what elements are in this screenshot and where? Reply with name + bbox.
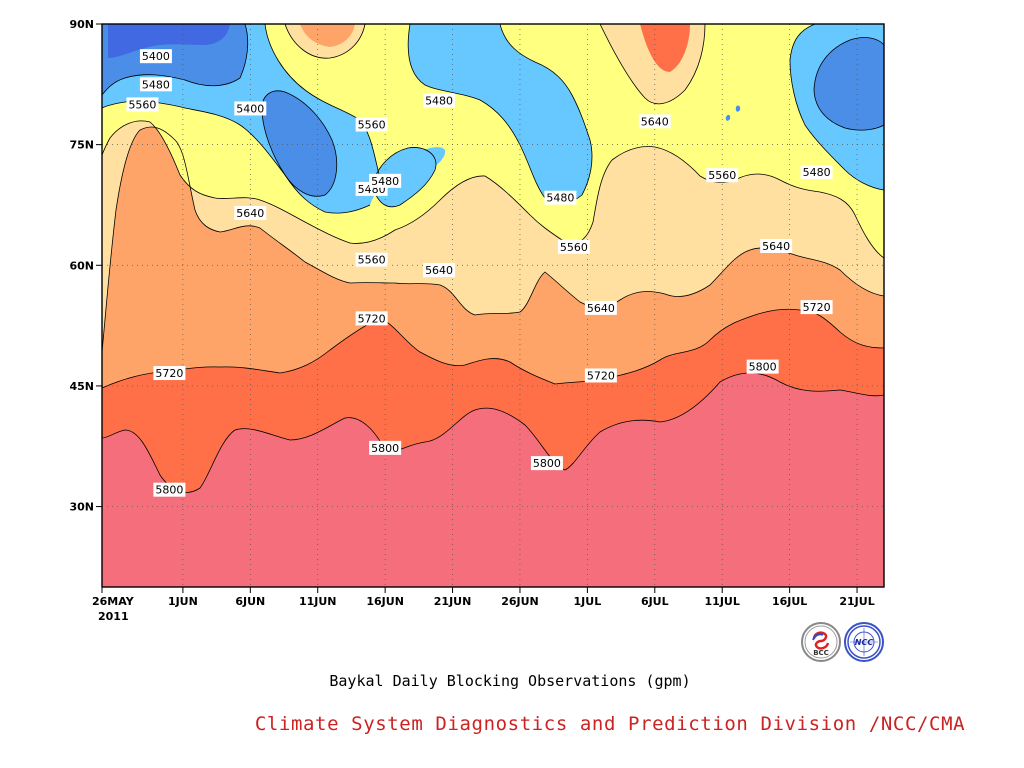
y-tick-label: 60N <box>69 259 94 272</box>
contour-label: 5400 <box>236 102 264 115</box>
contour-label-box <box>530 456 563 471</box>
contour-label-box <box>369 440 402 455</box>
contour-line-5560 <box>102 120 884 259</box>
contour-label: 5480 <box>546 192 574 205</box>
contour-label: 5640 <box>236 207 264 220</box>
contour-label: 5640 <box>425 264 453 277</box>
x-tick-label: 21JUN <box>434 595 472 608</box>
grid <box>102 24 884 587</box>
contour-label: 5720 <box>155 367 183 380</box>
contour-label-box <box>139 77 172 92</box>
contour-line-5400 <box>102 24 884 197</box>
contour-label: 5800 <box>749 361 777 374</box>
contour-label-box <box>139 49 172 64</box>
bcc-logo-icon: BCC <box>804 625 838 659</box>
ncc-logo-text: NCC <box>855 638 874 647</box>
contour-label: 5560 <box>358 254 386 267</box>
contour-chart: 5400 5480 5560 5400 5560 5480 5480 5480 5640 5560… <box>69 18 885 623</box>
contour-label-box <box>584 300 617 315</box>
y-axis: 30N 45N 60N 75N 90N <box>69 18 102 514</box>
fill-speck <box>725 105 741 121</box>
x-year-label: 2011 <box>98 610 129 623</box>
contour-label: 5640 <box>641 115 669 128</box>
contour-label-box <box>746 359 779 374</box>
plot-frame <box>101 23 885 588</box>
ncc-logo-icon: NCC <box>847 625 881 659</box>
y-tick-label: 30N <box>69 501 94 514</box>
x-tick-label: 11JUN <box>299 595 337 608</box>
ncc-logo: NCC <box>844 622 884 662</box>
fill-5720-5800-top <box>640 24 690 72</box>
contour-labels: 5400 5480 5560 5400 5560 5480 5480 5480 5640 5560… <box>126 49 833 497</box>
contour-label: 5400 <box>142 50 170 63</box>
contour-label: 5800 <box>533 457 561 470</box>
contour-label: 5480 <box>371 175 399 188</box>
contour-label-box <box>126 97 159 112</box>
x-tick-label: 26JUN <box>501 595 539 608</box>
x-tick-label: 26MAY <box>92 595 135 608</box>
contour-label: 5560 <box>128 98 156 111</box>
contour-label: 5480 <box>142 78 170 91</box>
contour-label-box <box>800 164 833 179</box>
x-tick-label: 1JUL <box>574 595 602 608</box>
contour-lines <box>102 24 884 493</box>
contour-label: 5640 <box>762 240 790 253</box>
y-tick-label: 75N <box>69 139 94 152</box>
contour-label-box <box>153 482 186 497</box>
contour-label-box <box>355 117 388 132</box>
contour-label: 5560 <box>560 241 588 254</box>
contour-label: 5720 <box>587 369 615 382</box>
contour-label-box <box>369 173 402 188</box>
contour-line-top-patches <box>284 24 706 105</box>
contour-label-box <box>234 101 267 116</box>
contour-label: 5560 <box>358 119 386 132</box>
chart-title: Baykal Daily Blocking Observations (gpm) <box>329 672 691 690</box>
fill-below-5400-nw-core <box>108 24 230 58</box>
contour-label: 5720 <box>803 301 831 314</box>
contour-line-5800 <box>102 372 884 493</box>
fill-5400-5480-pocket <box>372 147 436 207</box>
contour-label-box <box>557 239 590 254</box>
contour-label-box <box>423 93 456 108</box>
contour-label-box <box>760 238 793 253</box>
contour-label: 5800 <box>371 442 399 455</box>
contour-label-box <box>153 366 186 381</box>
contour-label-box <box>584 368 617 383</box>
bcc-logo: BCC <box>801 622 841 662</box>
contour-label-box <box>355 252 388 267</box>
x-tick-label: 6JUL <box>641 595 669 608</box>
x-tick-label: 6JUN <box>235 595 265 608</box>
contour-label: 5640 <box>587 302 615 315</box>
contour-label-box <box>638 114 671 129</box>
contour-fills <box>102 24 884 587</box>
organization-footer: Climate System Diagnostics and Predictio… <box>254 713 966 735</box>
x-tick-label: 1JUN <box>168 595 198 608</box>
x-tick-label: 11JUL <box>705 595 740 608</box>
bcc-logo-text: BCC <box>813 649 829 657</box>
contour-label-box <box>706 168 739 183</box>
fill-5640-5720-top <box>300 24 355 47</box>
contour-label-box <box>800 300 833 315</box>
x-tick-label: 21JUL <box>839 595 874 608</box>
contour-label: 5560 <box>708 169 736 182</box>
contour-label-box <box>355 311 388 326</box>
y-tick-label: 45N <box>69 380 94 393</box>
contour-label: 5480 <box>803 166 831 179</box>
contour-label-box <box>423 263 456 278</box>
contour-label: 5480 <box>425 94 453 107</box>
contour-label: 5720 <box>358 312 386 325</box>
contour-line-5720 <box>102 308 884 389</box>
contour-line-5480-pocket <box>371 147 437 208</box>
y-tick-label: 90N <box>69 18 94 31</box>
contour-line-5640 <box>102 126 884 353</box>
x-tick-label: 16JUN <box>366 595 404 608</box>
contour-label-box <box>544 190 577 205</box>
x-axis: 26MAY 1JUN 6JUN 11JUN 16JUN 21JUN 26JUN 1JUL 6JU… <box>92 587 875 608</box>
x-tick-label: 16JUL <box>772 595 807 608</box>
contour-label: 5800 <box>155 484 183 497</box>
contour-label-box <box>234 206 267 221</box>
fill-below-5400-east <box>814 37 884 131</box>
